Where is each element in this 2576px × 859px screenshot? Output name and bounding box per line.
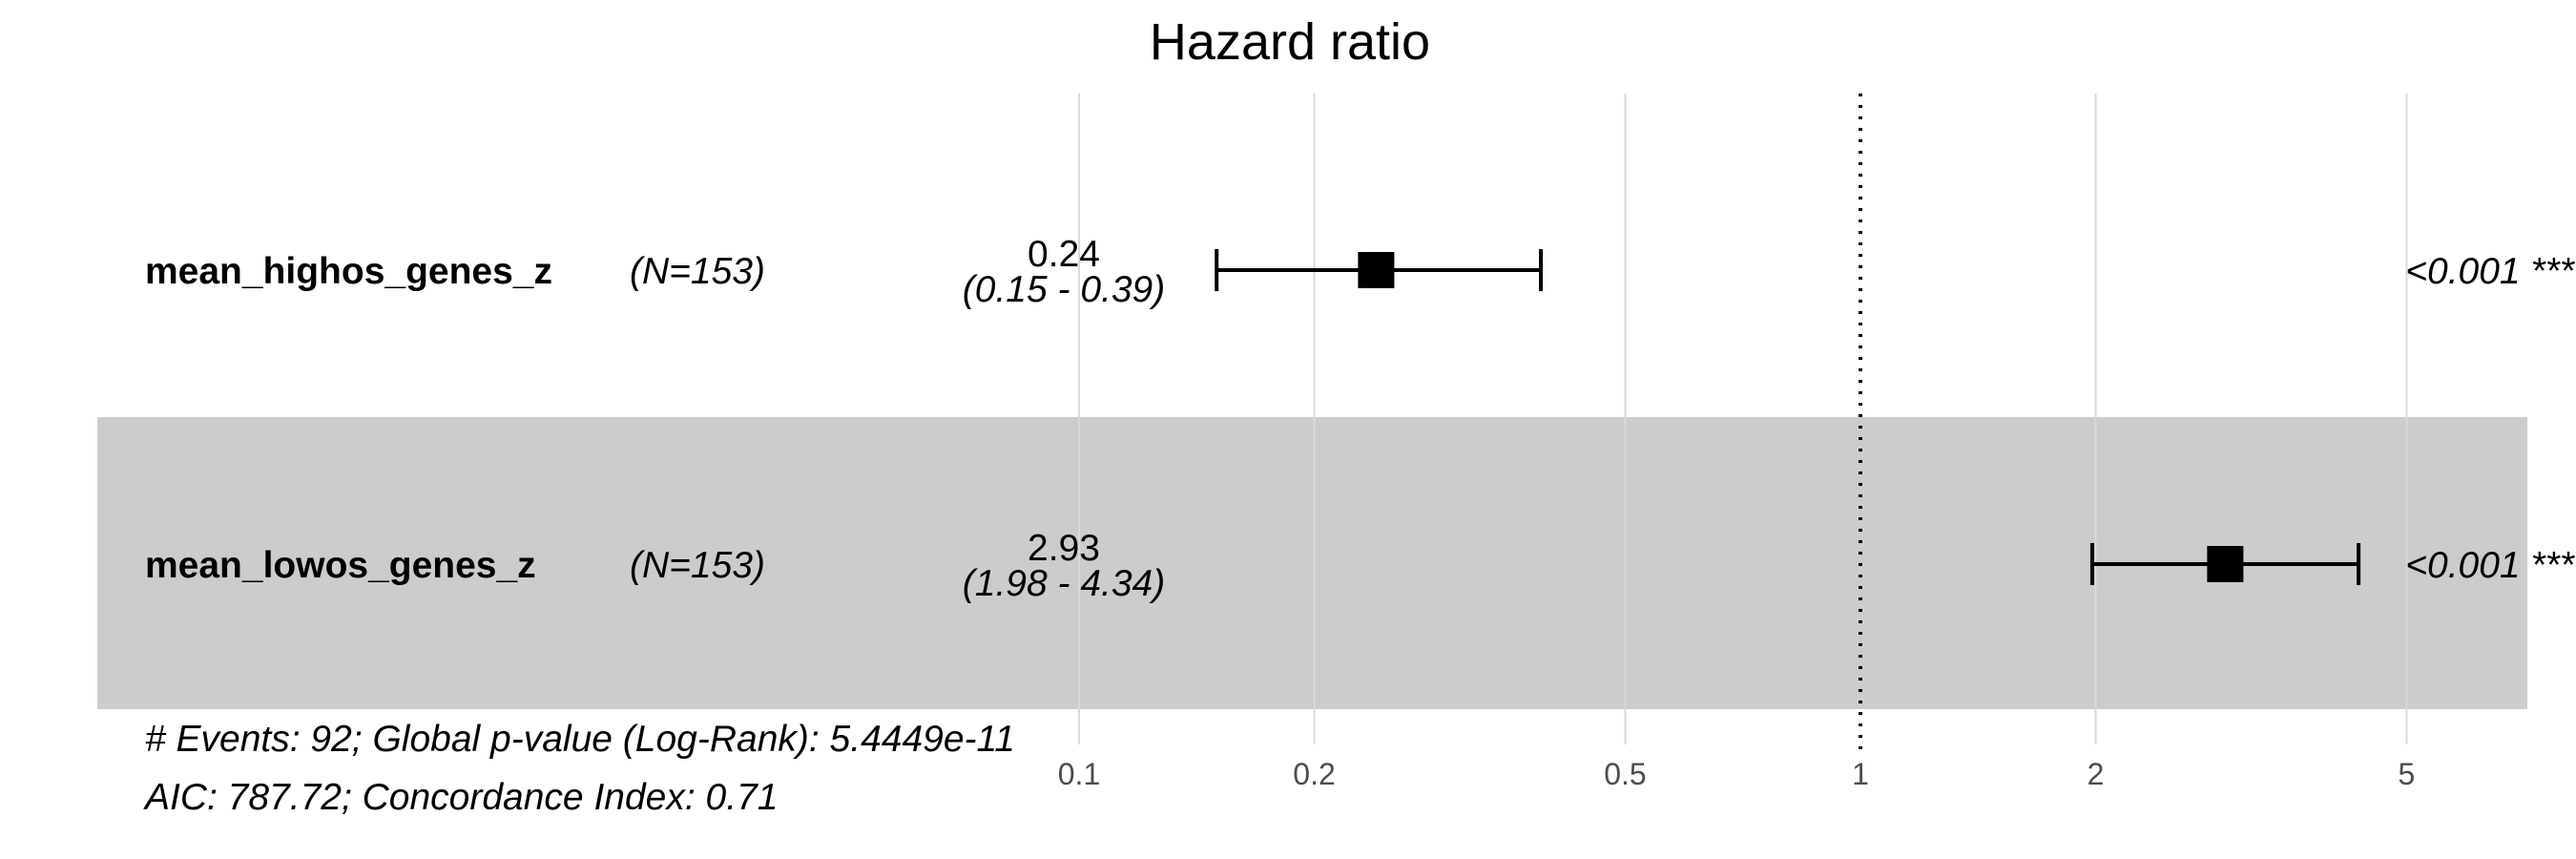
estimate-label: 2.93 (1028, 528, 1100, 569)
n-label: (N=153) (630, 251, 765, 292)
chart-title: Hazard ratio (1150, 13, 1430, 71)
x-tick-label: 5 (2399, 757, 2416, 791)
n-label: (N=153) (630, 545, 765, 586)
p-value-label: <0.001 *** (2405, 251, 2576, 292)
x-tick-label: 2 (2088, 757, 2105, 791)
ci-label: (1.98 - 4.34) (963, 563, 1165, 604)
variable-label: mean_lowos_genes_z (145, 545, 536, 586)
footnote-events: # Events: 92; Global p-value (Log-Rank):… (145, 719, 1015, 760)
estimate-marker (1358, 252, 1395, 288)
p-value-label: <0.001 *** (2405, 545, 2576, 586)
rows-layer: mean_highos_genes_z (N=153) 0.24(0.15 - 0.… (145, 234, 2576, 604)
x-tick-labels: 0.1 0.2 0.5 1 2 5 (1058, 757, 2416, 791)
forest-row: mean_lowos_genes_z (N=153) 2.93(1.98 - 4.3… (145, 528, 2576, 604)
forest-row: mean_highos_genes_z (N=153) 0.24(0.15 - 0.… (145, 234, 2576, 310)
variable-label: mean_highos_genes_z (145, 251, 552, 292)
estimate-label: 0.24 (1028, 234, 1100, 275)
ci-label: (0.15 - 0.39) (963, 269, 1165, 310)
x-tick-label: 0.5 (1604, 757, 1646, 791)
estimate-marker (2207, 546, 2244, 582)
x-tick-label: 0.1 (1058, 757, 1100, 791)
x-tick-label: 1 (1852, 757, 1869, 791)
x-tick-label: 0.2 (1293, 757, 1335, 791)
footnote-aic: AIC: 787.72; Concordance Index: 0.71 (143, 777, 778, 818)
grid-layer (1078, 94, 2408, 744)
